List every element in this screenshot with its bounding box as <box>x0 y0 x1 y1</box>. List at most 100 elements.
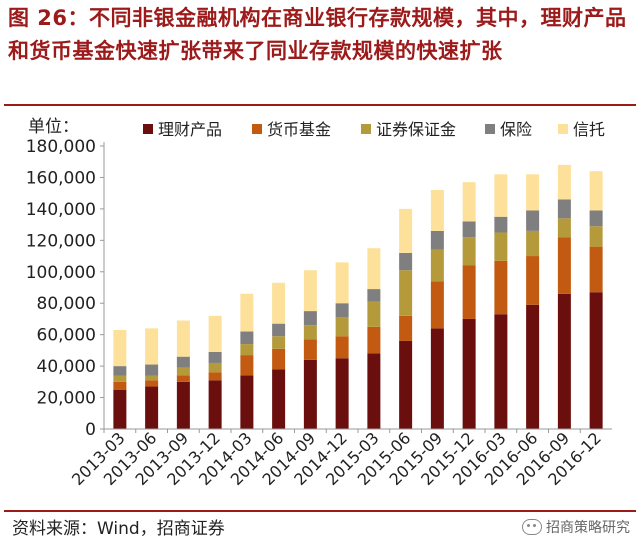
bar-2015-12-3 <box>462 221 476 238</box>
bar-2015-03-2 <box>367 301 381 327</box>
bar-2014-06-2 <box>272 336 286 349</box>
bar-2013-09-3 <box>176 356 190 368</box>
bar-2015-03-3 <box>367 289 381 302</box>
bar-2014-12-2 <box>335 317 349 337</box>
bar-2014-09-2 <box>303 325 317 340</box>
bar-2016-06-3 <box>526 210 540 231</box>
watermark: 招商策略研究 <box>522 517 630 537</box>
legend-swatch-0 <box>143 124 153 134</box>
bar-2013-06-1 <box>145 380 159 387</box>
y-tick-label-3: 60,000 <box>37 326 96 346</box>
bar-2013-03-4 <box>113 329 127 367</box>
wechat-icon <box>522 519 542 535</box>
bar-2016-03-2 <box>494 232 508 261</box>
bar-2013-09-1 <box>176 375 190 382</box>
bar-2015-03-0 <box>367 353 381 429</box>
bar-2013-03-1 <box>113 381 127 390</box>
bar-2013-09-0 <box>176 381 190 429</box>
bar-2016-12-2 <box>589 226 603 247</box>
bar-2015-12-0 <box>462 318 476 429</box>
legend-swatch-2 <box>361 124 371 134</box>
bar-2013-03-3 <box>113 366 127 376</box>
y-tick-label-9: 180,000 <box>26 137 96 157</box>
y-tick-label-2: 40,000 <box>37 357 96 377</box>
bar-2016-12-1 <box>589 246 603 293</box>
legend-label-4: 信托 <box>573 120 605 139</box>
bar-2015-06-4 <box>399 208 413 253</box>
bar-2016-06-0 <box>526 304 540 429</box>
bar-2016-09-1 <box>557 237 571 294</box>
bar-2014-03-0 <box>240 375 254 429</box>
bar-2015-06-1 <box>399 315 413 341</box>
y-tick-label-6: 120,000 <box>26 231 96 251</box>
bar-2016-03-0 <box>494 314 508 429</box>
bar-2015-09-3 <box>430 230 444 250</box>
bar-2016-06-1 <box>526 256 540 305</box>
y-tick-label-1: 20,000 <box>37 389 96 409</box>
bar-2016-06-2 <box>526 230 540 257</box>
bar-2015-06-3 <box>399 252 413 271</box>
chart-title: 图 26：不同非银金融机构在商业银行存款规模，其中，理财产品和货币基金快速扩张带… <box>8 6 627 63</box>
bar-2013-06-3 <box>145 364 159 376</box>
bar-2016-12-4 <box>589 171 603 211</box>
bar-2016-12-0 <box>589 292 603 429</box>
legend-label-0: 理财产品 <box>158 120 222 139</box>
bar-2014-06-3 <box>272 323 286 337</box>
bar-2013-12-4 <box>208 315 222 352</box>
y-tick-label-7: 140,000 <box>26 200 96 220</box>
bar-2015-06-2 <box>399 270 413 316</box>
bar-2013-12-1 <box>208 372 222 381</box>
legend-swatch-4 <box>558 124 568 134</box>
bar-2016-06-4 <box>526 174 540 211</box>
bars <box>113 164 603 429</box>
bar-2014-03-2 <box>240 344 254 356</box>
footer-divider <box>4 510 636 512</box>
y-axis-label: 单位： <box>28 117 79 137</box>
watermark-text: 招商策略研究 <box>546 520 630 536</box>
legend-swatch-1 <box>252 124 262 134</box>
legend-swatch-3 <box>485 124 495 134</box>
bar-2016-09-2 <box>557 218 571 238</box>
bar-2014-03-3 <box>240 331 254 345</box>
stacked-bar-chart: 单位： 理财产品 货币基金 证券保证金 保险 信托 0 20,000 40,000 60,00… <box>26 117 612 489</box>
bar-2016-09-0 <box>557 293 571 429</box>
y-tick-label-4: 80,000 <box>37 294 96 314</box>
y-tick-label-0: 0 <box>85 420 96 440</box>
bar-2014-12-3 <box>335 303 349 318</box>
bar-2016-03-3 <box>494 216 508 233</box>
bar-2014-06-4 <box>272 282 286 324</box>
bar-2014-09-0 <box>303 359 317 429</box>
bar-2015-12-4 <box>462 182 476 222</box>
title-divider <box>4 104 636 106</box>
bar-2014-09-1 <box>303 339 317 360</box>
bar-2015-12-1 <box>462 265 476 319</box>
bar-2014-12-4 <box>335 262 349 304</box>
bar-2014-03-4 <box>240 293 254 332</box>
bar-2013-12-2 <box>208 362 222 373</box>
bar-2013-06-0 <box>145 386 159 429</box>
source-note: 资料来源：Wind，招商证券 <box>12 519 225 539</box>
bar-2014-09-4 <box>303 270 317 312</box>
bar-2015-03-4 <box>367 248 381 290</box>
bar-2014-06-0 <box>272 369 286 429</box>
bar-2015-03-1 <box>367 326 381 354</box>
y-tick-label-5: 100,000 <box>26 263 96 283</box>
bar-2013-06-4 <box>145 328 159 365</box>
bar-2016-09-4 <box>557 164 571 200</box>
bar-2015-09-4 <box>430 190 444 231</box>
bar-2016-03-4 <box>494 174 508 217</box>
legend-label-3: 保险 <box>500 120 532 139</box>
bar-2014-03-1 <box>240 355 254 376</box>
bar-2014-09-3 <box>303 311 317 326</box>
bar-2013-12-0 <box>208 380 222 429</box>
bar-2013-03-2 <box>113 375 127 382</box>
bar-2015-09-2 <box>430 249 444 282</box>
bar-2014-06-1 <box>272 348 286 370</box>
bar-2015-06-0 <box>399 340 413 429</box>
bar-2016-03-1 <box>494 260 508 315</box>
bar-2016-12-3 <box>589 210 603 227</box>
bar-2014-12-0 <box>335 358 349 429</box>
bar-2013-06-2 <box>145 375 159 381</box>
legend: 理财产品 货币基金 证券保证金 保险 信托 <box>143 120 605 139</box>
y-tick-label-8: 160,000 <box>26 168 96 188</box>
